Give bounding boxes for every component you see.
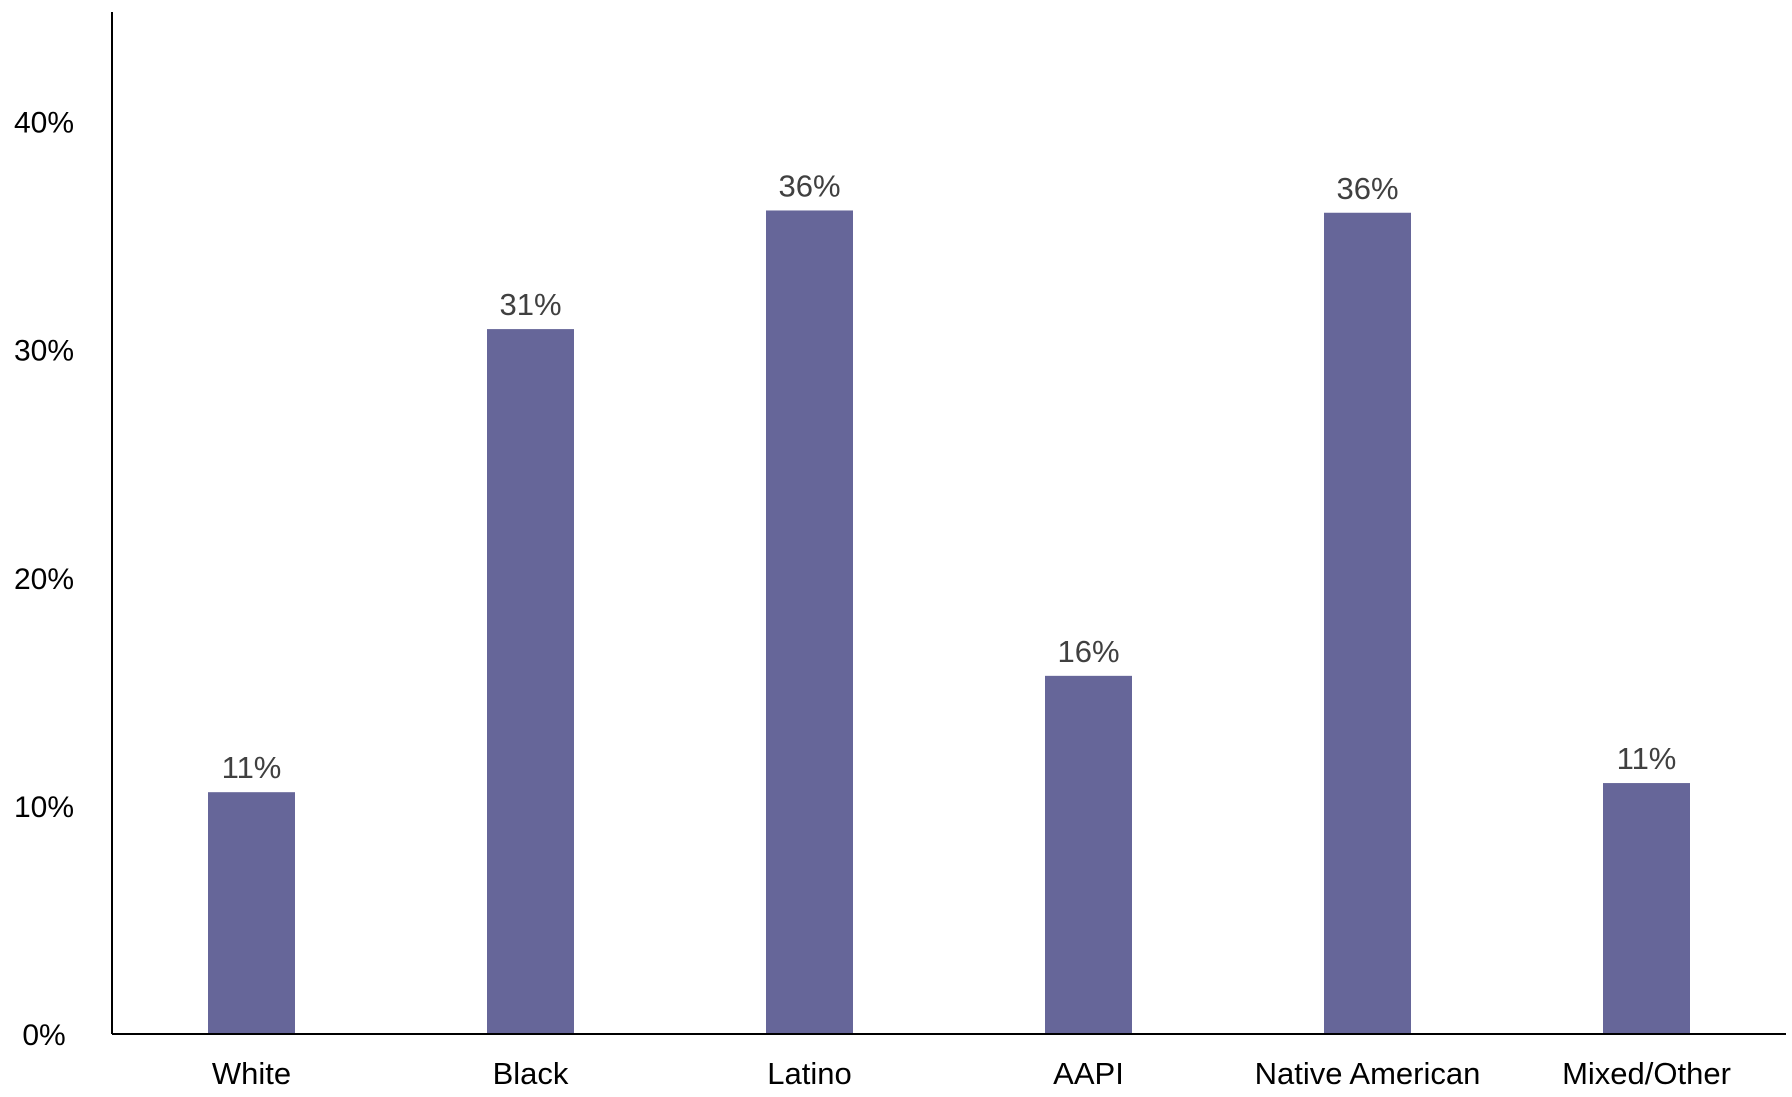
x-category-label: Native American [1255, 1056, 1481, 1091]
x-category-label: Black [493, 1056, 569, 1091]
bar [1603, 783, 1690, 1034]
y-tick-label: 20% [14, 563, 74, 596]
x-category-label: Mixed/Other [1562, 1056, 1731, 1091]
bar [766, 210, 853, 1034]
y-tick-label: 10% [14, 791, 74, 824]
bar-data-label: 36% [1336, 171, 1398, 206]
bar-data-label: 31% [499, 287, 561, 322]
bar [208, 792, 295, 1034]
bar-data-label: 16% [1057, 634, 1119, 669]
bar [487, 329, 574, 1034]
bar-data-label: 36% [778, 168, 840, 203]
y-axis-ticks: 0% 10% 20% 30% 40% [14, 107, 74, 1053]
bar-data-label: 11% [1617, 741, 1677, 776]
bars [208, 210, 1690, 1034]
y-tick-label: 0% [22, 1019, 65, 1052]
x-axis-categories: White Black Latino AAPI Native American Mixed… [212, 1056, 1731, 1091]
y-tick-label: 40% [14, 107, 74, 140]
data-labels: 11% 31% 36% 16% 36% 11% [222, 168, 1677, 785]
x-category-label: White [212, 1056, 291, 1091]
y-tick-label: 30% [14, 335, 74, 368]
bar [1045, 675, 1132, 1034]
bar [1324, 212, 1411, 1034]
x-category-label: Latino [767, 1056, 851, 1091]
bar-data-label: 11% [222, 750, 282, 785]
x-category-label: AAPI [1053, 1056, 1124, 1091]
